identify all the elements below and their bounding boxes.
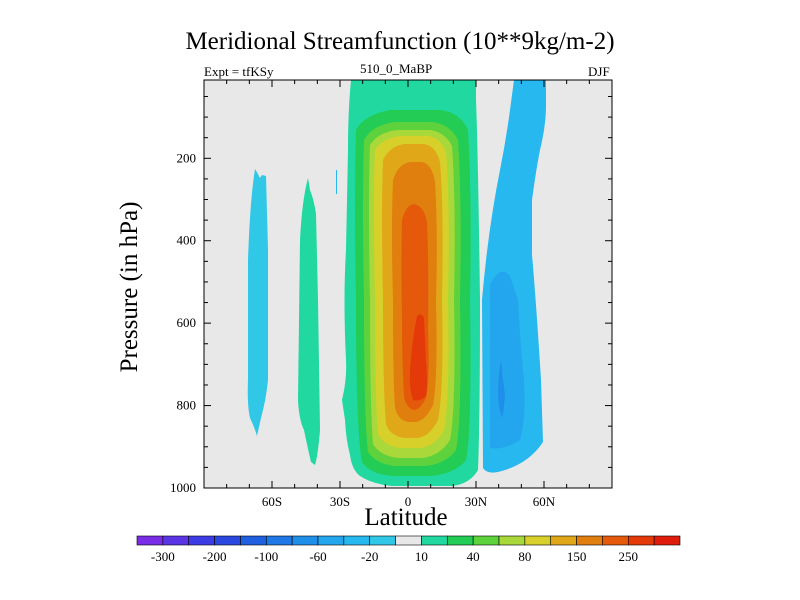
colorbar-swatch [627, 535, 655, 546]
x-tick-label: 30N [465, 494, 488, 509]
colorbar-swatch [317, 535, 345, 546]
colorbar-swatch [653, 535, 681, 546]
contour-sliver [336, 170, 337, 194]
colorbar-swatch [214, 535, 241, 546]
x-tick-label: 30S [330, 494, 350, 509]
colorbar-swatch [472, 535, 500, 546]
contour-southern-negative [247, 169, 268, 436]
right-subtitle: DJF [588, 64, 610, 79]
contour-south-midlat-positive [298, 178, 320, 465]
y-tick-label: 800 [177, 398, 197, 413]
x-tick-label: 0 [405, 494, 412, 509]
y-tick-label: 200 [177, 150, 197, 165]
colorbar-swatch [421, 535, 448, 546]
colorbar-label: 150 [567, 549, 587, 564]
colorbar-swatch [291, 535, 319, 546]
axes: 60S 30S 0 30N 60N 200 400 600 800 1000 [170, 80, 612, 509]
colorbar-label: 40 [467, 549, 480, 564]
colorbar-label: 10 [415, 549, 428, 564]
colorbar-label: -200 [203, 549, 227, 564]
x-tick-label: 60N [533, 494, 556, 509]
center-subtitle: 510_0_MaBP [360, 61, 433, 76]
colorbar: -300 -200 -100 -60 -20 10 40 80 150 250 [136, 535, 681, 564]
left-subtitle: Expt = tfKSy [204, 64, 274, 79]
chart-title: Meridional Streamfunction (10**9kg/m-2) [185, 28, 615, 55]
colorbar-swatch [446, 535, 474, 546]
x-tick-label: 60S [262, 494, 282, 509]
contour-fill [247, 80, 546, 486]
contour-northern-negative-inner [490, 271, 525, 449]
colorbar-swatch [188, 535, 215, 546]
colorbar-swatch [576, 535, 603, 546]
colorbar-swatch [395, 535, 422, 546]
colorbar-label: -100 [254, 549, 278, 564]
contour-northern-negative-core [498, 360, 505, 418]
y-tick-label: 600 [177, 315, 197, 330]
contour-tropical-250 [409, 314, 427, 401]
colorbar-label: -20 [361, 549, 378, 564]
colorbar-label: -300 [151, 549, 175, 564]
y-tick-label: 1000 [170, 480, 196, 495]
y-tick-label: 400 [177, 233, 197, 248]
x-axis-label: Latitude [364, 504, 448, 531]
colorbar-label: 80 [518, 549, 531, 564]
colorbar-label: 250 [619, 549, 639, 564]
colorbar-swatch [369, 535, 396, 546]
colorbar-label: -60 [309, 549, 326, 564]
colorbar-swatch [265, 535, 293, 546]
colorbar-swatch [343, 535, 371, 546]
colorbar-swatch [240, 535, 267, 546]
colorbar-swatch [550, 535, 577, 546]
colorbar-swatch [162, 535, 190, 546]
colorbar-swatch [498, 535, 526, 546]
colorbar-swatch [602, 535, 629, 546]
colorbar-swatch [524, 535, 552, 546]
colorbar-swatch [136, 535, 164, 546]
